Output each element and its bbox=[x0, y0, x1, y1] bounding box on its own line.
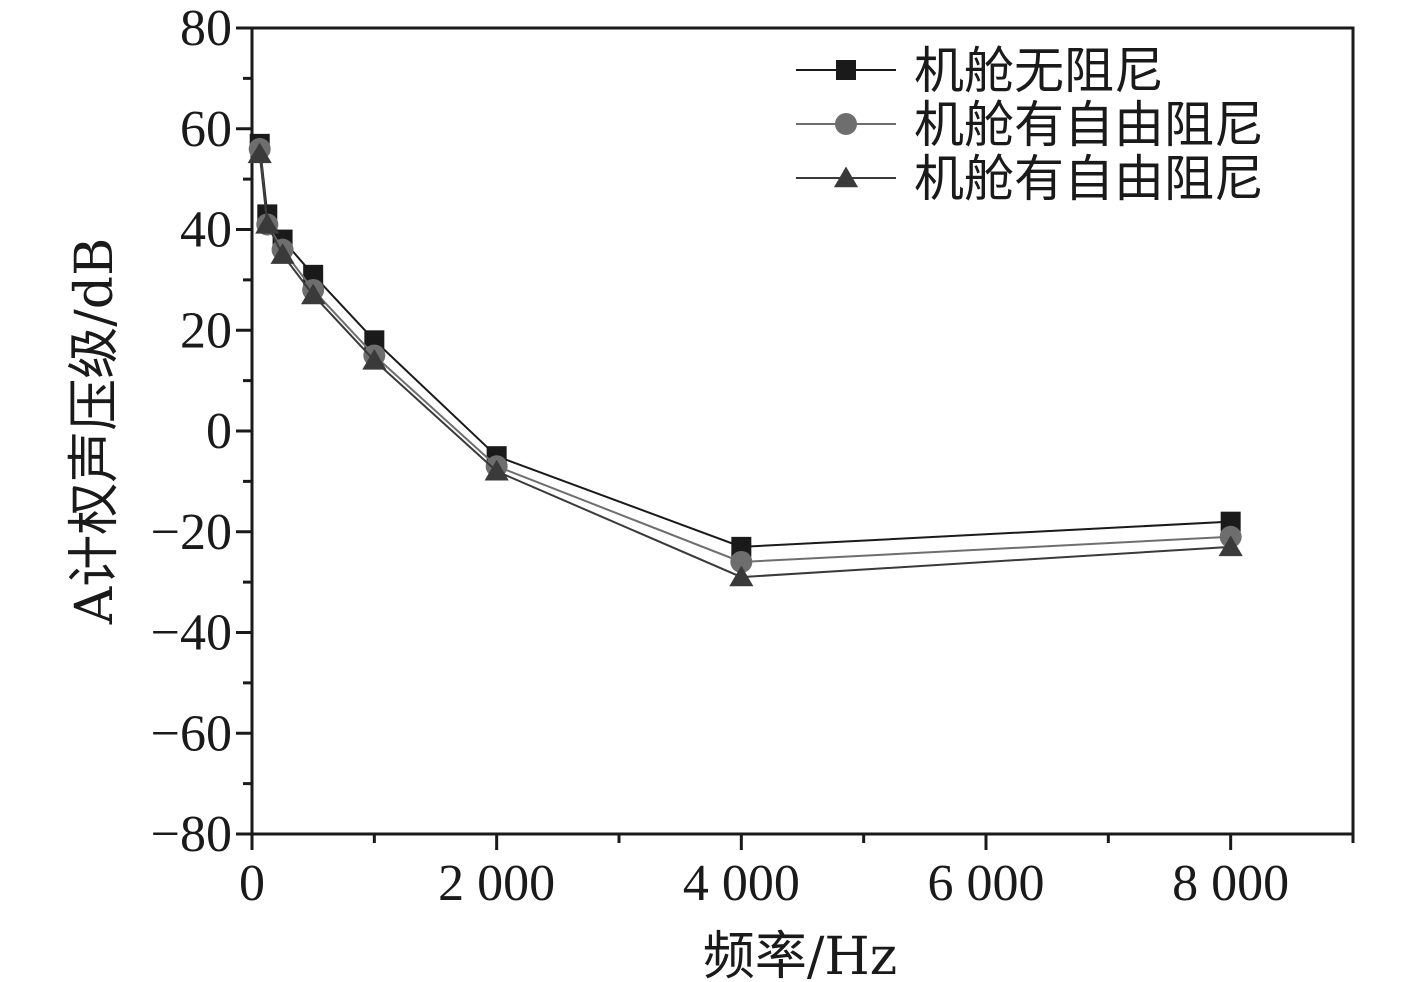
legend-label: 机舱无阻尼 bbox=[914, 42, 1164, 100]
data-point-triangle bbox=[255, 212, 280, 234]
legend-item: 机舱有自由阻尼 bbox=[796, 96, 1264, 154]
data-point-triangle bbox=[484, 459, 509, 481]
data-point-triangle bbox=[362, 348, 387, 370]
x-axis-title: 频率/Hz bbox=[703, 927, 897, 982]
series-layer bbox=[247, 133, 1243, 587]
data-point-square bbox=[303, 264, 324, 285]
legend-marker-triangle bbox=[833, 166, 859, 188]
x-tick-label: 6 000 bbox=[928, 855, 1045, 912]
data-point-triangle bbox=[247, 142, 272, 164]
legend-item: 机舱有自由阻尼 bbox=[796, 150, 1264, 208]
y-tick-label: 20 bbox=[180, 302, 232, 359]
data-point-triangle bbox=[1218, 535, 1243, 557]
y-tick-label: −80 bbox=[151, 806, 232, 863]
x-tick-label: 0 bbox=[239, 855, 265, 912]
y-tick-label: 60 bbox=[180, 101, 232, 158]
data-point-square bbox=[1220, 511, 1241, 532]
y-tick-label: 80 bbox=[180, 0, 232, 57]
data-point-square bbox=[364, 330, 385, 351]
legend-label: 机舱有自由阻尼 bbox=[914, 150, 1264, 208]
series-3 bbox=[247, 142, 1243, 587]
y-tick-label: −20 bbox=[151, 504, 232, 561]
legend-marker-square bbox=[836, 60, 856, 80]
data-point-square bbox=[731, 536, 752, 557]
x-tick-label: 2 000 bbox=[438, 855, 555, 912]
y-tick-label: 40 bbox=[180, 202, 232, 259]
axis-ticks bbox=[236, 26, 1355, 850]
y-axis-title: A计权声压级/dB bbox=[65, 238, 125, 626]
data-point-triangle bbox=[301, 283, 326, 305]
legend-label: 机舱有自由阻尼 bbox=[914, 96, 1264, 154]
y-tick-label: −40 bbox=[151, 605, 232, 662]
series-line bbox=[258, 153, 1231, 579]
series-line bbox=[258, 148, 1231, 563]
x-tick-label: 8 000 bbox=[1172, 855, 1289, 912]
data-point-triangle bbox=[270, 243, 295, 264]
data-point-circle bbox=[730, 550, 753, 573]
x-tick-label: 4 000 bbox=[683, 855, 800, 912]
y-tick-label: 0 bbox=[206, 403, 232, 460]
data-point-triangle bbox=[729, 565, 754, 587]
legend-marker-circle bbox=[835, 113, 857, 135]
legend-item: 机舱无阻尼 bbox=[796, 42, 1164, 100]
y-tick-label: −60 bbox=[151, 705, 232, 762]
